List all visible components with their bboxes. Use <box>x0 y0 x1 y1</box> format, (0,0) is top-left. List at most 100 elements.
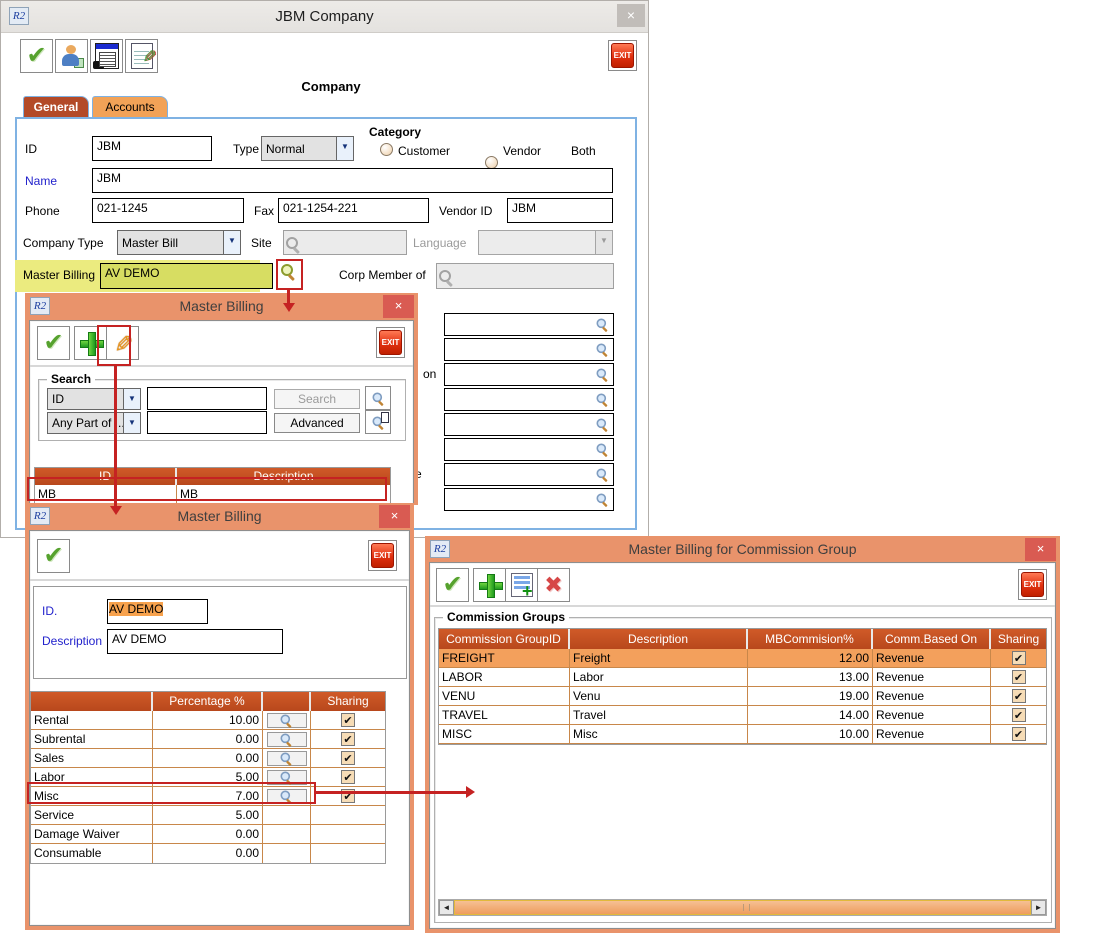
table-row[interactable]: LABOR Labor 13.00 Revenue <box>439 668 1046 687</box>
exit-button[interactable]: EXIT <box>368 540 397 571</box>
tab-accounts[interactable]: Accounts <box>92 96 168 118</box>
delete-button[interactable] <box>537 568 570 602</box>
table-row[interactable]: Rental 10.00 <box>31 711 385 730</box>
search-icon[interactable] <box>596 343 610 357</box>
column-header[interactable]: Commission GroupID <box>439 629 570 649</box>
master-billing-lookup-button[interactable] <box>280 263 297 283</box>
search-term-input[interactable] <box>147 387 267 410</box>
sharing-checkbox[interactable] <box>341 751 355 765</box>
chevron-down-icon[interactable] <box>336 137 353 160</box>
table-row-selected[interactable]: FREIGHT Freight 12.00 Revenue <box>439 649 1046 668</box>
notes-button[interactable] <box>125 39 158 73</box>
search-lookup-button[interactable] <box>365 386 391 410</box>
chevron-down-icon[interactable] <box>123 413 140 433</box>
close-icon[interactable]: × <box>1025 538 1056 561</box>
table-row[interactable]: Service 5.00 <box>31 806 385 825</box>
sharing-checkbox[interactable] <box>1011 670 1026 684</box>
column-header[interactable]: Percentage % <box>153 692 263 711</box>
lookup-button[interactable] <box>266 712 307 728</box>
search-icon[interactable] <box>596 468 610 482</box>
search-icon[interactable] <box>596 493 610 507</box>
search-icon[interactable] <box>596 393 610 407</box>
lookup-field-3[interactable] <box>444 363 614 386</box>
horizontal-scrollbar[interactable] <box>438 899 1047 916</box>
sharing-checkbox[interactable] <box>1011 689 1026 703</box>
search-icon[interactable] <box>596 318 610 332</box>
chevron-down-icon[interactable] <box>123 389 140 409</box>
tab-general[interactable]: General <box>23 96 89 118</box>
lookup-field-6[interactable] <box>444 438 614 461</box>
sharing-checkbox[interactable] <box>341 732 355 746</box>
table-row[interactable]: VENU Venu 19.00 Revenue <box>439 687 1046 706</box>
lookup-field-1[interactable] <box>444 313 614 336</box>
id-field[interactable]: JBM <box>92 136 212 161</box>
close-icon[interactable]: × <box>617 4 645 27</box>
sharing-checkbox[interactable] <box>1011 708 1026 722</box>
lookup-button[interactable] <box>266 731 307 747</box>
sharing-checkbox[interactable] <box>1011 651 1026 665</box>
search-term-input-2[interactable] <box>147 411 267 434</box>
chevron-down-icon[interactable] <box>223 231 240 254</box>
column-header[interactable]: ID <box>35 468 177 485</box>
fax-field[interactable]: 021-1254-221 <box>278 198 429 223</box>
search-icon[interactable] <box>596 368 610 382</box>
table-row[interactable]: Damage Waiver 0.00 <box>31 825 385 844</box>
table-row[interactable]: Subrental 0.00 <box>31 730 385 749</box>
column-header[interactable]: MBCommision% <box>748 629 873 649</box>
lookup-field-4[interactable] <box>444 388 614 411</box>
phone-field[interactable]: 021-1245 <box>92 198 244 223</box>
column-header[interactable]: Sharing <box>991 629 1046 649</box>
title-bar[interactable]: R2 Master Billing for Commission Group × <box>425 536 1060 563</box>
name-field[interactable]: JBM <box>92 168 613 193</box>
sharing-checkbox[interactable] <box>341 770 355 784</box>
add-row-button[interactable] <box>505 568 538 602</box>
sharing-checkbox[interactable] <box>1011 727 1026 741</box>
table-row[interactable]: MISC Misc 10.00 Revenue <box>439 725 1046 744</box>
sharing-checkbox[interactable] <box>341 713 355 727</box>
ok-button[interactable] <box>37 539 70 573</box>
table-row[interactable]: Sales 0.00 <box>31 749 385 768</box>
edit-button[interactable] <box>106 326 139 360</box>
lookup-button[interactable] <box>266 769 307 785</box>
column-header[interactable]: Sharing <box>311 692 385 711</box>
vendor-id-field[interactable]: JBM <box>507 198 613 223</box>
title-bar[interactable]: R2 Master Billing × <box>25 293 418 320</box>
ok-button[interactable] <box>436 568 469 602</box>
scroll-right-icon[interactable] <box>1031 900 1046 915</box>
id-field[interactable]: AV DEMO <box>107 599 208 624</box>
type-select[interactable]: Normal <box>261 136 354 161</box>
close-icon[interactable]: × <box>383 295 414 318</box>
company-type-select[interactable]: Master Bill <box>117 230 241 255</box>
ok-button[interactable] <box>20 39 53 73</box>
advanced-lookup-button[interactable] <box>365 410 391 434</box>
table-row[interactable]: Consumable 0.00 <box>31 844 385 863</box>
table-row[interactable]: TRAVEL Travel 14.00 Revenue <box>439 706 1046 725</box>
title-bar[interactable]: R2 Master Billing × <box>25 503 414 530</box>
column-header[interactable]: Description <box>570 629 748 649</box>
scrollbar-thumb[interactable] <box>454 900 1031 915</box>
lookup-field-8[interactable] <box>444 488 614 511</box>
scroll-left-icon[interactable] <box>439 900 454 915</box>
advanced-button[interactable]: Advanced <box>274 413 360 433</box>
description-field[interactable]: AV DEMO <box>107 629 283 654</box>
close-icon[interactable]: × <box>379 505 410 528</box>
search-icon[interactable] <box>596 443 610 457</box>
search-mode-select[interactable]: Any Part of ... <box>47 412 141 434</box>
add-button[interactable] <box>473 568 506 602</box>
column-header[interactable]: Description <box>177 468 390 485</box>
exit-button[interactable]: EXIT <box>1018 569 1047 600</box>
table-row[interactable]: Labor 5.00 <box>31 768 385 787</box>
lookup-field-7[interactable] <box>444 463 614 486</box>
search-field-select[interactable]: ID <box>47 388 141 410</box>
exit-button[interactable]: EXIT <box>376 327 405 358</box>
master-billing-field[interactable]: AV DEMO <box>100 263 273 289</box>
title-bar[interactable]: R2 JBM Company × <box>1 1 648 33</box>
search-icon[interactable] <box>596 418 610 432</box>
lookup-field-5[interactable] <box>444 413 614 436</box>
lookup-button[interactable] <box>266 750 307 766</box>
column-header[interactable]: Comm.Based On <box>873 629 991 649</box>
radio-customer[interactable] <box>380 143 393 156</box>
lookup-field-2[interactable] <box>444 338 614 361</box>
customer-button[interactable] <box>55 39 88 73</box>
report-button[interactable] <box>90 39 123 73</box>
